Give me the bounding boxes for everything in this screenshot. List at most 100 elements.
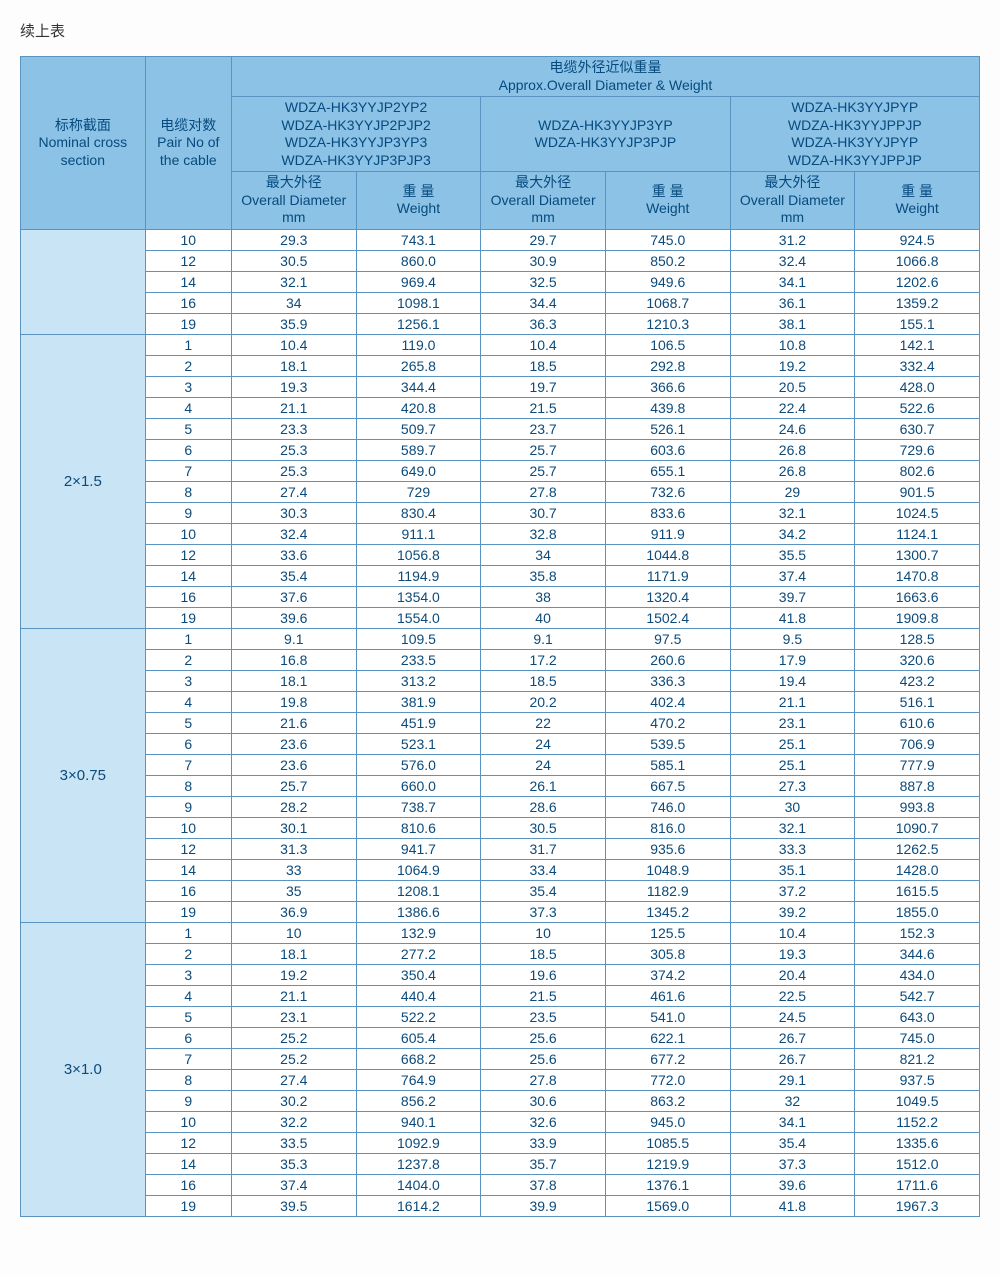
data-cell: 25.3 (231, 460, 356, 481)
data-cell: 1044.8 (605, 544, 730, 565)
data-cell: 1615.5 (855, 880, 980, 901)
data-cell: 26.7 (730, 1048, 855, 1069)
data-cell: 21.1 (730, 691, 855, 712)
data-cell: 18.1 (231, 943, 356, 964)
data-cell: 39.9 (481, 1195, 606, 1216)
data-cell: 1855.0 (855, 901, 980, 922)
data-cell: 320.6 (855, 649, 980, 670)
data-cell: 3 (145, 670, 231, 691)
data-cell: 772.0 (605, 1069, 730, 1090)
data-cell: 949.6 (605, 271, 730, 292)
data-cell: 292.8 (605, 355, 730, 376)
table-row: 1233.51092.933.91085.535.41335.6 (21, 1132, 980, 1153)
table-row: 2×1.5110.4119.010.4106.510.8142.1 (21, 334, 980, 355)
data-cell: 97.5 (605, 628, 730, 649)
data-cell: 5 (145, 418, 231, 439)
data-cell: 655.1 (605, 460, 730, 481)
data-cell: 9.1 (231, 628, 356, 649)
data-cell: 31.3 (231, 838, 356, 859)
table-row: 1032.2940.132.6945.034.11152.2 (21, 1111, 980, 1132)
table-row: 216.8233.517.2260.617.9320.6 (21, 649, 980, 670)
data-cell: 746.0 (605, 796, 730, 817)
data-cell: 428.0 (855, 376, 980, 397)
data-cell: 18.1 (231, 355, 356, 376)
data-cell: 32 (730, 1090, 855, 1111)
data-cell: 850.2 (605, 250, 730, 271)
data-cell: 860.0 (356, 250, 481, 271)
data-cell: 33.4 (481, 859, 606, 880)
table-row: 421.1420.821.5439.822.4522.6 (21, 397, 980, 418)
section-label: 3×0.75 (21, 628, 146, 922)
data-cell: 32.1 (231, 271, 356, 292)
data-cell: 14 (145, 1153, 231, 1174)
section-label: 3×1.0 (21, 922, 146, 1216)
hdr-nominal: 标称截面 Nominal cross section (21, 57, 146, 230)
data-cell: 10 (145, 817, 231, 838)
data-cell: 29.3 (231, 229, 356, 250)
data-cell: 969.4 (356, 271, 481, 292)
data-cell: 622.1 (605, 1027, 730, 1048)
data-cell: 16 (145, 880, 231, 901)
data-cell: 9 (145, 1090, 231, 1111)
data-cell: 802.6 (855, 460, 980, 481)
table-row: 930.3830.430.7833.632.11024.5 (21, 502, 980, 523)
data-cell: 26.7 (730, 1027, 855, 1048)
data-cell: 1066.8 (855, 250, 980, 271)
table-row: 523.1522.223.5541.024.5643.0 (21, 1006, 980, 1027)
data-cell: 9 (145, 796, 231, 817)
data-cell: 35.3 (231, 1153, 356, 1174)
data-cell: 14 (145, 859, 231, 880)
data-cell: 1210.3 (605, 313, 730, 334)
data-cell: 911.9 (605, 523, 730, 544)
data-cell: 924.5 (855, 229, 980, 250)
table-row: 14331064.933.41048.935.11428.0 (21, 859, 980, 880)
data-cell: 470.2 (605, 712, 730, 733)
data-cell: 19.3 (231, 376, 356, 397)
data-cell: 21.6 (231, 712, 356, 733)
data-cell: 25.7 (481, 460, 606, 481)
data-cell: 38 (481, 586, 606, 607)
data-cell: 10.4 (481, 334, 606, 355)
data-cell: 1404.0 (356, 1174, 481, 1195)
data-cell: 677.2 (605, 1048, 730, 1069)
data-cell: 381.9 (356, 691, 481, 712)
data-cell: 19.6 (481, 964, 606, 985)
data-cell: 24 (481, 754, 606, 775)
data-cell: 30.1 (231, 817, 356, 838)
data-cell: 23.3 (231, 418, 356, 439)
data-cell: 589.7 (356, 439, 481, 460)
data-cell: 526.1 (605, 418, 730, 439)
data-cell: 350.4 (356, 964, 481, 985)
data-cell: 25.1 (730, 754, 855, 775)
hdr-od-2: 最大外径Overall Diametermm (481, 172, 606, 230)
data-cell: 20.4 (730, 964, 855, 985)
data-cell: 10 (145, 523, 231, 544)
data-cell: 336.3 (605, 670, 730, 691)
data-cell: 27.8 (481, 481, 606, 502)
data-cell: 29.1 (730, 1069, 855, 1090)
data-cell: 1569.0 (605, 1195, 730, 1216)
data-cell: 17.2 (481, 649, 606, 670)
data-cell: 27.8 (481, 1069, 606, 1090)
data-cell: 2 (145, 649, 231, 670)
data-cell: 344.6 (855, 943, 980, 964)
data-cell: 32.6 (481, 1111, 606, 1132)
table-row: 319.2350.419.6374.220.4434.0 (21, 964, 980, 985)
data-cell: 9.5 (730, 628, 855, 649)
data-cell: 23.6 (231, 733, 356, 754)
data-cell: 732.6 (605, 481, 730, 502)
data-cell: 610.6 (855, 712, 980, 733)
data-cell: 18.5 (481, 670, 606, 691)
hdr-wt-2: 重 量Weight (605, 172, 730, 230)
data-cell: 39.7 (730, 586, 855, 607)
data-cell: 25.6 (481, 1048, 606, 1069)
data-cell: 542.7 (855, 985, 980, 1006)
data-cell: 19.7 (481, 376, 606, 397)
data-cell: 1092.9 (356, 1132, 481, 1153)
data-cell: 25.1 (730, 733, 855, 754)
table-row: 1637.41404.037.81376.139.61711.6 (21, 1174, 980, 1195)
data-cell: 39.2 (730, 901, 855, 922)
data-cell: 1386.6 (356, 901, 481, 922)
data-cell: 706.9 (855, 733, 980, 754)
data-cell: 420.8 (356, 397, 481, 418)
